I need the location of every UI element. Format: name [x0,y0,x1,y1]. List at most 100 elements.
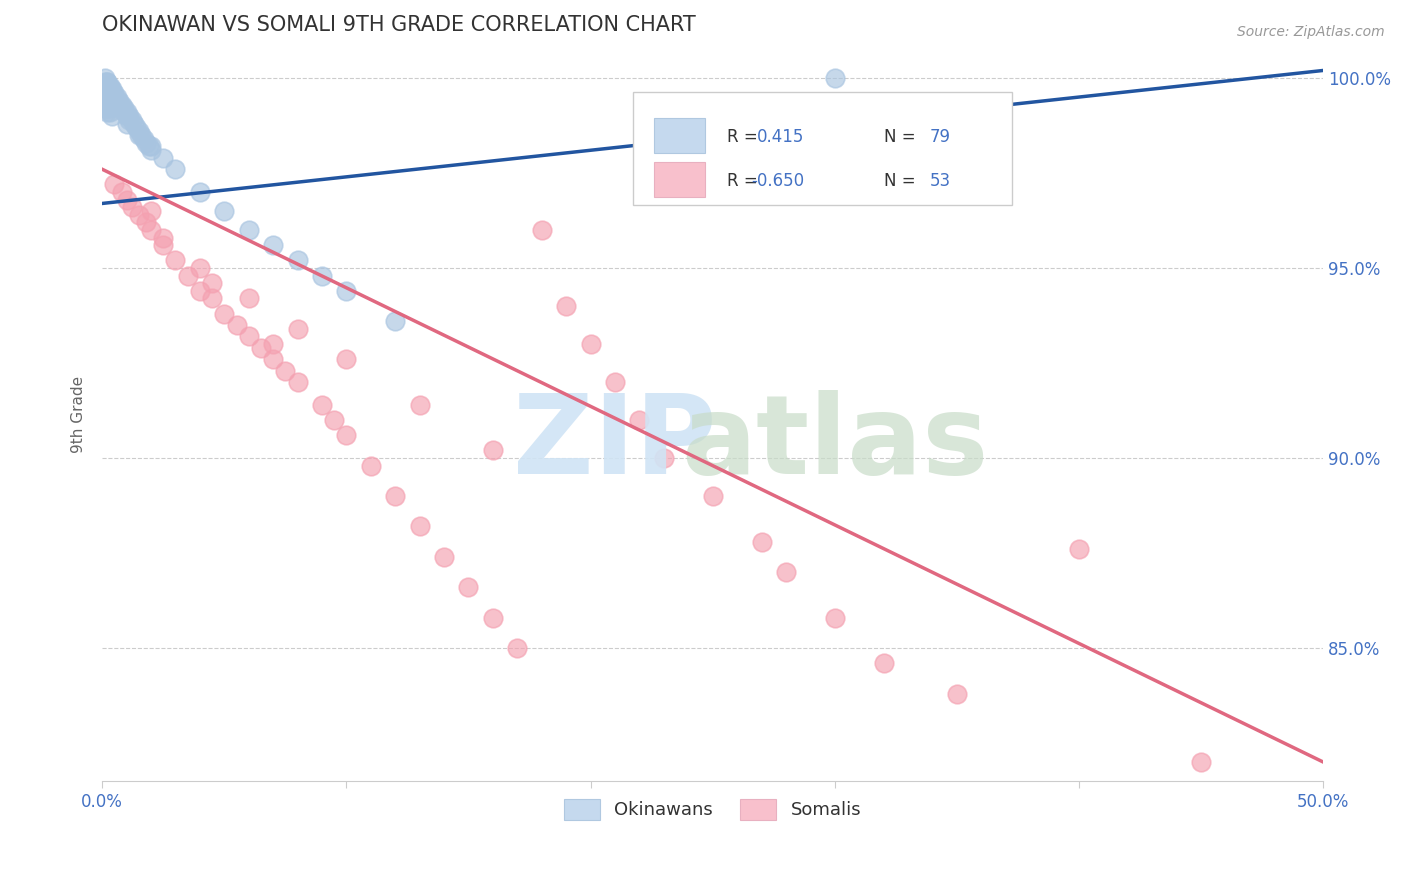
Point [98,78,121,93]
Point [238,292,260,306]
Point [579,337,602,351]
Point [603,375,626,389]
Point [98,82,121,96]
Point [103,87,125,101]
Point [93,97,115,112]
Point [108,94,131,108]
Point [408,519,430,533]
Point [93,71,115,86]
Point [125,120,148,135]
Point [93,82,115,96]
Point [108,97,131,112]
Point [105,94,128,108]
Point [214,307,236,321]
Point [103,178,125,192]
Point [702,489,724,503]
Point [101,87,124,101]
Point [751,534,773,549]
Point [188,284,211,298]
Point [121,200,143,214]
Point [96,78,118,93]
Point [139,143,162,157]
Point [250,341,273,355]
Point [311,398,333,412]
Text: 53: 53 [929,172,950,190]
Bar [654,162,706,197]
Point [101,90,124,104]
Point [139,223,162,237]
Point [946,687,969,701]
Point [262,337,284,351]
Point [152,238,174,252]
Text: atlas: atlas [681,390,988,497]
Point [108,97,131,112]
Point [188,260,211,275]
Y-axis label: 9th Grade: 9th Grade [72,376,86,453]
Point [311,268,333,283]
Point [408,398,430,412]
Text: 0.415: 0.415 [756,128,804,146]
Point [165,253,187,268]
Point [118,112,141,127]
Point [335,428,357,442]
Point [96,94,118,108]
Point [121,112,143,127]
Point [128,208,150,222]
Point [1189,755,1212,769]
Point [112,102,135,116]
Point [506,640,529,655]
Point [96,75,118,89]
FancyBboxPatch shape [633,92,1012,205]
Point [775,565,797,579]
Point [628,413,651,427]
Point [101,109,124,123]
Point [96,78,118,93]
Point [98,82,121,96]
Point [335,284,357,298]
Point [201,292,224,306]
Point [111,185,134,199]
Point [872,657,894,671]
Point [111,97,134,112]
Text: R =: R = [727,172,763,190]
Text: OKINAWAN VS SOMALI 9TH GRADE CORRELATION CHART: OKINAWAN VS SOMALI 9TH GRADE CORRELATION… [103,15,696,35]
Point [824,610,846,624]
Point [101,82,124,96]
Point [112,105,135,120]
Point [101,94,124,108]
Point [360,458,382,473]
Point [165,162,187,177]
Point [98,105,121,120]
Point [1067,542,1090,557]
Point [98,90,121,104]
Point [128,128,150,142]
Point [129,128,152,142]
Point [111,102,134,116]
Point [96,78,118,93]
Point [98,94,121,108]
Point [93,87,115,101]
Point [132,132,155,146]
Point [384,489,406,503]
Point [96,102,118,116]
Point [96,82,118,96]
Point [105,97,128,112]
Point [433,549,456,564]
Point [262,352,284,367]
Point [287,253,309,268]
Text: N =: N = [883,172,921,190]
Text: Source: ZipAtlas.com: Source: ZipAtlas.com [1237,25,1385,39]
Point [138,139,160,153]
Point [335,352,357,367]
Text: N =: N = [883,128,921,146]
Point [115,117,138,131]
Point [98,102,121,116]
Point [96,87,118,101]
Legend: Okinawans, Somalis: Okinawans, Somalis [557,792,869,827]
Point [323,413,346,427]
Point [103,90,125,104]
Text: R =: R = [727,128,763,146]
Point [98,87,121,101]
Point [96,75,118,89]
Point [135,215,157,229]
